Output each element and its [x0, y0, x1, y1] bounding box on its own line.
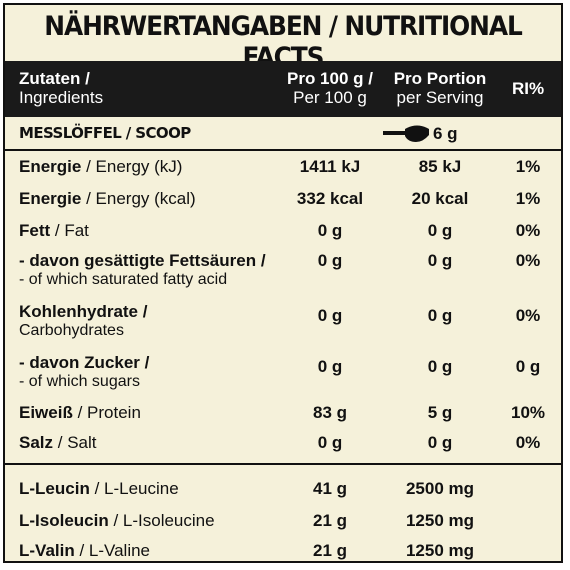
header-per100-en: Per 100 g	[293, 88, 367, 107]
header-ingredients-en: Ingredients	[19, 88, 104, 107]
header-per100: Pro 100 g / Per 100 g	[275, 69, 385, 107]
amino-label-de: L-Valin	[19, 541, 75, 560]
row-ri: 0%	[515, 221, 541, 240]
scoop-value: 6 g	[433, 124, 458, 143]
row-ri: 0%	[515, 433, 541, 452]
row-portion: 0 g	[427, 357, 453, 376]
row-label-de: Energie	[19, 189, 82, 208]
row-ri: 0%	[515, 251, 541, 270]
row-ri: 0%	[515, 306, 541, 325]
row-label-de: Salz	[19, 433, 54, 452]
header-ingredients-de: Zutaten /	[19, 69, 90, 88]
row-label-en: / Energy (kcal)	[81, 189, 196, 208]
row-per100: 0 g	[317, 357, 343, 376]
row-portion: 85 kJ	[418, 157, 462, 176]
scoop-label: MESSLÖFFEL / SCOOP	[19, 124, 191, 142]
row-label-de: - davon Zucker /	[19, 353, 150, 372]
row-per100: 0 g	[317, 433, 343, 452]
table-header: Zutaten / Ingredients Pro 100 g / Per 10…	[5, 61, 561, 117]
header-portion: Pro Portion per Serving	[385, 69, 495, 107]
row-label: Salz / Salt	[19, 433, 97, 452]
row-label-en: Carbohydrates	[19, 322, 124, 339]
amino-label-de: L-Leucin	[19, 479, 90, 498]
row-ri: 1%	[515, 157, 541, 176]
row-portion: 0 g	[427, 251, 453, 270]
row-label-en: / Energy (kJ)	[81, 157, 183, 176]
row-label-de: Eiweiß	[19, 403, 73, 422]
row-label: Fett / Fat	[19, 221, 89, 240]
row-label: Energie / Energy (kcal)	[19, 189, 196, 208]
amino-portion: 2500 mg	[405, 479, 475, 498]
header-portion-de: Pro Portion	[393, 69, 487, 88]
header-ri: RI%	[511, 79, 545, 98]
header-ingredients: Zutaten / Ingredients	[19, 69, 103, 107]
row-label-en: / Fat	[50, 221, 89, 240]
row-portion: 0 g	[427, 221, 453, 240]
row-label: - davon gesättigte Fettsäuren / - of whi…	[19, 251, 266, 289]
divider	[5, 149, 561, 151]
row-label-en: - of which sugars	[19, 373, 140, 390]
header-portion-en: per Serving	[396, 88, 484, 107]
row-portion: 5 g	[427, 403, 453, 422]
row-label-de: - davon gesättigte Fettsäuren /	[19, 251, 266, 270]
amino-label-en: / L-Valine	[74, 541, 151, 560]
page-title: NÄHRWERTANGABEN / NUTRITIONAL FACTS	[44, 11, 523, 73]
row-label: Eiweiß / Protein	[19, 403, 141, 422]
row-label-de: Kohlenhydrate /	[19, 302, 148, 321]
row-per100: 0 g	[317, 251, 343, 270]
scoop-row: MESSLÖFFEL / SCOOP 6 g	[5, 117, 561, 149]
amino-per100: 21 g	[312, 511, 348, 530]
row-per100: 0 g	[317, 221, 343, 240]
amino-per100: 21 g	[312, 541, 348, 560]
row-per100: 0 g	[317, 306, 343, 325]
row-label-en: / Salt	[53, 433, 97, 452]
divider	[5, 463, 561, 465]
row-ri: 10%	[510, 403, 546, 422]
amino-label: L-Isoleucin / L-Isoleucine	[19, 511, 215, 530]
amino-per100: 41 g	[312, 479, 348, 498]
row-portion: 0 g	[427, 433, 453, 452]
row-per100: 83 g	[312, 403, 348, 422]
header-per100-de: Pro 100 g /	[287, 69, 373, 88]
amino-label-en: / L-Isoleucine	[108, 511, 215, 530]
row-label-en: - of which saturated fatty acid	[19, 271, 228, 288]
nutrition-panel: NÄHRWERTANGABEN / NUTRITIONAL FACTS Zuta…	[3, 3, 563, 563]
row-label-en: / Protein	[72, 403, 141, 422]
row-per100: 332 kcal	[296, 189, 364, 208]
amino-label: L-Leucin / L-Leucine	[19, 479, 179, 498]
row-label-de: Fett	[19, 221, 51, 240]
amino-label: L-Valin / L-Valine	[19, 541, 150, 560]
row-ri: 0 g	[515, 357, 541, 376]
row-portion: 20 kcal	[411, 189, 469, 208]
row-per100: 1411 kJ	[299, 157, 361, 176]
row-label: - davon Zucker / - of which sugars	[19, 353, 149, 391]
row-ri: 1%	[515, 189, 541, 208]
amino-portion: 1250 mg	[405, 541, 475, 560]
amino-label-de: L-Isoleucin	[19, 511, 109, 530]
scoop-icon	[383, 123, 431, 148]
amino-label-en: / L-Leucine	[89, 479, 179, 498]
row-portion: 0 g	[427, 306, 453, 325]
row-label: Kohlenhydrate / Carbohydrates	[19, 302, 147, 340]
amino-portion: 1250 mg	[405, 511, 475, 530]
row-label: Energie / Energy (kJ)	[19, 157, 182, 176]
row-label-de: Energie	[19, 157, 82, 176]
